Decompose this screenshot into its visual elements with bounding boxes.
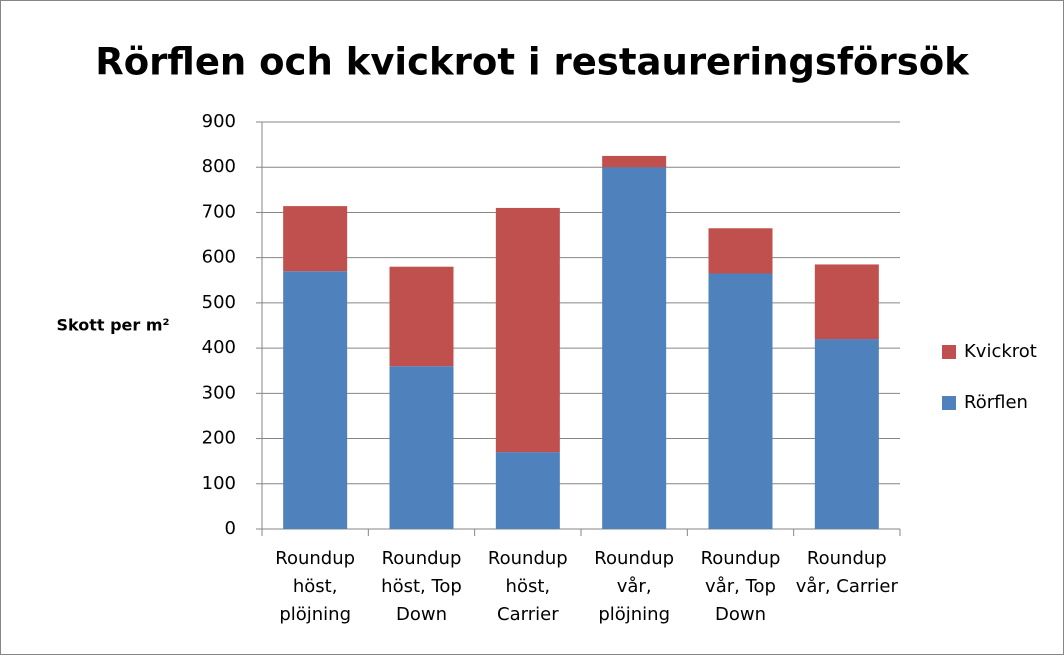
y-tick-label: 700 <box>202 201 236 222</box>
bar-segment <box>495 452 560 529</box>
y-tick-label: 200 <box>202 428 236 449</box>
y-tick-label: 300 <box>202 382 236 403</box>
legend-swatch <box>942 396 956 410</box>
bar-segment <box>602 167 667 529</box>
bar-segment <box>389 266 454 367</box>
legend-label: Kvickrot <box>964 341 1037 362</box>
y-tick-label: 800 <box>202 156 236 177</box>
bar-segment <box>814 264 879 340</box>
y-tick-label: 100 <box>202 473 236 494</box>
chart-title: Rörflen och kvickrot i restaureringsförs… <box>95 41 970 84</box>
x-tick-label: Roundup vår, plöjning <box>594 548 675 625</box>
y-tick-label: 400 <box>202 337 236 358</box>
y-tick-label: 900 <box>202 111 236 132</box>
x-tick-label: Roundup höst, Carrier <box>487 548 568 625</box>
bar-segment <box>602 155 667 168</box>
bar-segment <box>814 339 879 529</box>
x-tick-label: Roundup vår, Top Down <box>700 548 781 625</box>
bar-segment <box>283 271 348 529</box>
bar-segment <box>708 228 773 274</box>
x-tick-label: Roundup höst, Top Down <box>381 548 462 625</box>
bar-segment <box>708 273 773 529</box>
bar-segment <box>389 366 454 529</box>
y-tick-label: 600 <box>202 247 236 268</box>
legend-swatch <box>942 345 956 359</box>
bar-segment <box>495 207 560 453</box>
y-axis-label: Skott per m² <box>56 316 169 335</box>
legend-label: Rörflen <box>964 392 1028 413</box>
y-tick-label: 500 <box>202 292 236 313</box>
y-tick-label: 0 <box>225 518 236 539</box>
x-tick-label: Roundup höst, plöjning <box>275 548 356 625</box>
bar-segment <box>283 206 348 272</box>
x-tick-label: Roundup vår, Carrier <box>795 548 898 597</box>
